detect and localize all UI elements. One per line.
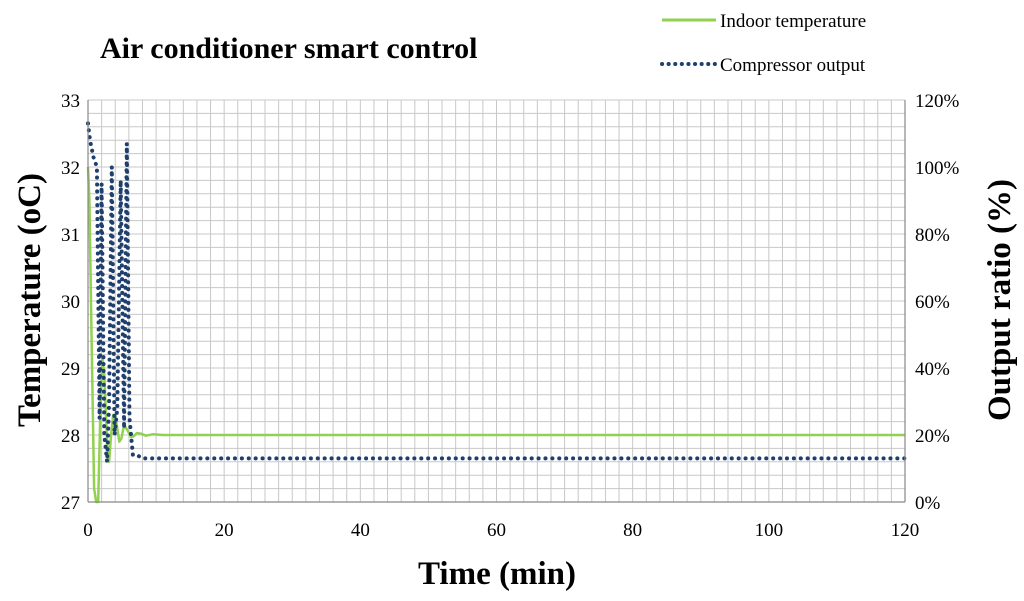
x-tick-label: 40 [351, 520, 370, 541]
x-tick-label: 60 [487, 520, 506, 541]
legend-label-compressor-output: Compressor output [720, 55, 866, 76]
x-tick-label: 20 [215, 520, 234, 541]
gridlines [87, 99, 906, 503]
y-axis-right-label: Output ratio (%) [982, 179, 1018, 421]
y-right-tick-label: 100% [915, 158, 960, 179]
series-line-compressor-output [86, 121, 907, 464]
x-tick-label: 80 [623, 520, 642, 541]
y-left-tick-label: 30 [61, 292, 80, 313]
legend: Indoor temperature Compressor output [660, 11, 866, 76]
y-left-tick-label: 28 [61, 426, 80, 447]
series-line-indoor-temperature [86, 166, 905, 504]
axes [87, 100, 906, 503]
y-left-tick-label: 33 [61, 91, 80, 112]
y-right-tick-label: 40% [915, 359, 950, 380]
y-axis-left-label: Temperature (oC) [12, 173, 48, 427]
tick-labels: 0 20 40 60 80 100 120 27 28 29 30 31 32 33 0% 20% 40% 60%… [61, 91, 960, 541]
legend-label-indoor-temperature: Indoor temperature [720, 11, 866, 32]
chart-title: Air conditioner smart control [100, 32, 477, 65]
x-tick-label: 100 [755, 520, 784, 541]
x-tick-label: 0 [83, 520, 93, 541]
x-axis-label: Time (min) [418, 556, 576, 592]
y-left-tick-label: 31 [61, 225, 80, 246]
y-left-tick-label: 29 [61, 359, 80, 380]
y-left-tick-label: 27 [61, 493, 80, 514]
y-right-tick-label: 80% [915, 225, 950, 246]
y-right-tick-label: 0% [915, 493, 941, 514]
x-tick-label: 120 [891, 520, 920, 541]
y-right-tick-label: 60% [915, 292, 950, 313]
y-right-tick-label: 20% [915, 426, 950, 447]
y-right-tick-label: 120% [915, 91, 960, 112]
y-left-tick-label: 32 [61, 158, 80, 179]
series-layer [86, 121, 907, 504]
